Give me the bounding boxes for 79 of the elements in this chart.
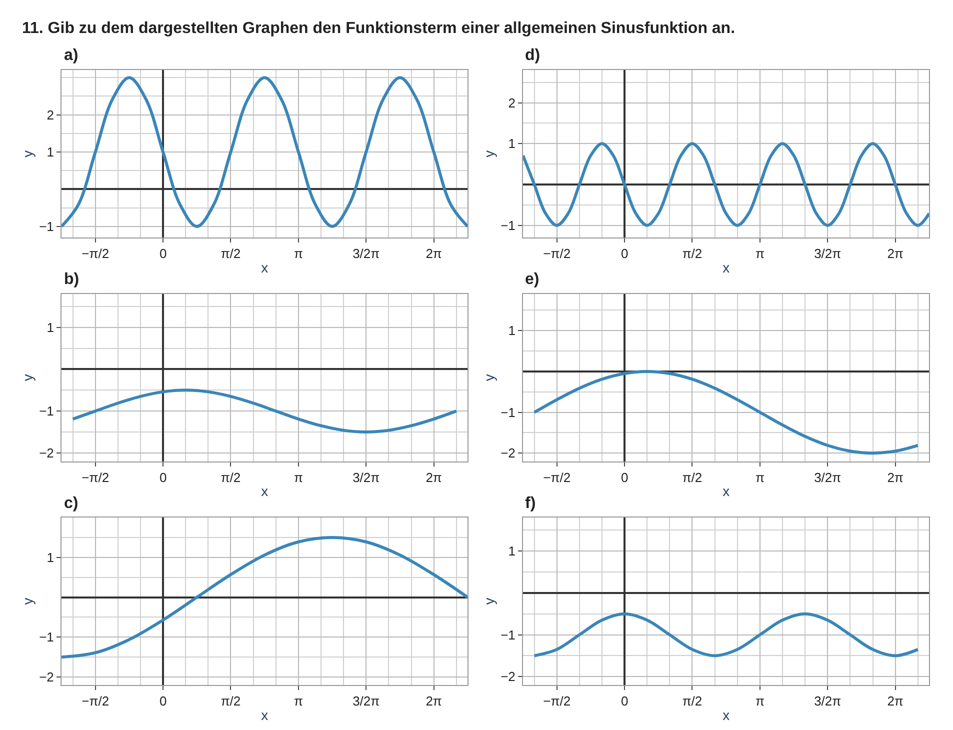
chart-title: c) bbox=[64, 495, 78, 512]
x-tick-label: −π/2 bbox=[543, 694, 571, 709]
x-axis-title: x bbox=[261, 259, 268, 276]
x-tick-label: 0 bbox=[620, 246, 628, 262]
x-tick-label: 3/2π bbox=[814, 470, 842, 485]
x-tick-label: −π/2 bbox=[543, 470, 571, 485]
y-tick-label: −1 bbox=[39, 218, 54, 234]
y-tick-label: −1 bbox=[500, 404, 516, 420]
x-tick-label: π/2 bbox=[682, 246, 702, 262]
y-tick-label: −2 bbox=[500, 669, 516, 684]
x-tick-label: 0 bbox=[159, 470, 167, 485]
y-axis-title: y bbox=[481, 150, 498, 158]
x-tick-label: π/2 bbox=[220, 246, 241, 262]
x-tick-label: π/2 bbox=[682, 694, 702, 709]
x-tick-label: −π/2 bbox=[543, 246, 571, 262]
x-tick-label: 3/2π bbox=[352, 246, 380, 262]
x-tick-label: 2π bbox=[426, 470, 442, 485]
x-tick-label: −π/2 bbox=[82, 246, 110, 262]
y-tick-label: −1 bbox=[500, 218, 516, 233]
x-tick-label: 0 bbox=[620, 694, 628, 709]
y-tick-label: −2 bbox=[39, 670, 54, 685]
x-axis-title: x bbox=[722, 483, 730, 500]
chart-title: b) bbox=[64, 271, 80, 288]
y-tick-label: 1 bbox=[46, 550, 54, 565]
y-tick-label: 2 bbox=[46, 107, 54, 122]
x-tick-label: 2π bbox=[887, 470, 904, 485]
y-axis-title: y bbox=[20, 150, 36, 158]
x-tick-label: 3/2π bbox=[352, 470, 380, 485]
x-axis-title: x bbox=[722, 259, 730, 276]
x-tick-label: π bbox=[294, 246, 303, 262]
y-axis-title: y bbox=[481, 598, 498, 605]
y-tick-label: −2 bbox=[39, 445, 54, 460]
x-tick-label: 2π bbox=[887, 694, 904, 709]
y-tick-label: −1 bbox=[500, 627, 516, 642]
x-axis-title: x bbox=[261, 706, 268, 723]
x-tick-label: 3/2π bbox=[814, 694, 842, 709]
x-axis-title: x bbox=[261, 483, 268, 500]
y-axis-title: y bbox=[20, 598, 36, 605]
line-series bbox=[62, 76, 468, 228]
y-tick-label: 1 bbox=[46, 144, 54, 160]
y-axis-title: y bbox=[20, 374, 36, 382]
x-tick-label: 2π bbox=[426, 694, 442, 709]
x-axis-title: x bbox=[722, 706, 730, 723]
x-tick-label: π bbox=[755, 246, 764, 262]
y-tick-label: 1 bbox=[46, 320, 54, 335]
x-tick-label: 3/2π bbox=[814, 246, 842, 262]
x-tick-label: π/2 bbox=[220, 470, 241, 485]
line-series bbox=[71, 388, 458, 434]
y-tick-label: 1 bbox=[508, 544, 516, 559]
x-tick-label: −π/2 bbox=[82, 470, 110, 485]
line-series bbox=[532, 370, 920, 455]
x-tick-label: 0 bbox=[159, 694, 167, 709]
chart-title: d) bbox=[525, 47, 540, 64]
y-tick-label: 1 bbox=[508, 136, 516, 152]
x-tick-label: π/2 bbox=[220, 694, 241, 709]
line-series bbox=[532, 612, 920, 658]
x-tick-label: −π/2 bbox=[82, 694, 110, 709]
x-tick-label: 0 bbox=[620, 470, 628, 485]
chart-title: e) bbox=[525, 271, 540, 288]
x-tick-label: π/2 bbox=[682, 470, 702, 485]
x-tick-label: 2π bbox=[887, 246, 904, 262]
y-tick-label: −2 bbox=[500, 446, 516, 461]
y-tick-label: −1 bbox=[39, 630, 54, 645]
x-tick-label: 3/2π bbox=[352, 694, 380, 709]
x-tick-label: π bbox=[294, 694, 303, 709]
line-series bbox=[62, 536, 468, 659]
chart-title: 11. Gib zu dem dargestellten Graphen den Funktionsterm einer allgemeinen Sinusfunktion an. bbox=[22, 20, 736, 37]
chart-title: f) bbox=[525, 495, 536, 512]
y-axis-title: y bbox=[481, 374, 498, 382]
y-tick-label: −1 bbox=[39, 404, 54, 419]
line-series bbox=[523, 142, 930, 227]
x-tick-label: 0 bbox=[159, 246, 167, 262]
x-tick-label: π bbox=[755, 694, 764, 709]
chart-subtitle: a) bbox=[64, 47, 78, 64]
x-tick-label: π bbox=[755, 470, 764, 485]
x-tick-label: 2π bbox=[426, 246, 442, 262]
y-tick-label: 2 bbox=[508, 95, 516, 110]
y-tick-label: 1 bbox=[508, 323, 516, 338]
x-tick-label: π bbox=[294, 470, 303, 485]
